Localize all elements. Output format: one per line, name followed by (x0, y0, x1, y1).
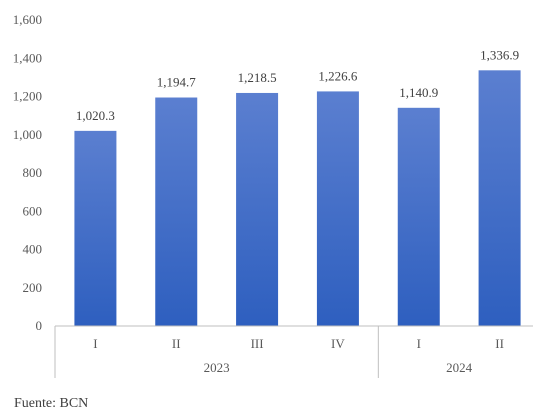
y-tick-label: 800 (23, 165, 43, 180)
data-label: 1,140.9 (399, 85, 438, 100)
bar (74, 130, 117, 326)
x-tick-label: IV (331, 336, 345, 351)
y-tick-label: 1,400 (13, 50, 42, 65)
data-label: 1,020.3 (76, 108, 115, 123)
x-tick-label: I (417, 336, 421, 351)
y-tick-label: 1,600 (13, 12, 42, 27)
bar (236, 92, 279, 326)
y-tick-label: 200 (23, 280, 43, 295)
y-tick-label: 600 (23, 203, 43, 218)
y-axis-tick-labels: 0 200 400 600 800 1,000 1,200 1,400 1,600 (13, 12, 42, 333)
bar (397, 107, 440, 326)
x-tick-label: III (251, 336, 264, 351)
y-tick-label: 0 (36, 318, 43, 333)
y-tick-label: 1,200 (13, 89, 42, 104)
y-tick-label: 400 (23, 242, 43, 257)
data-label: 1,226.6 (318, 68, 358, 83)
data-label: 1,218.5 (238, 70, 277, 85)
bar (155, 97, 198, 326)
data-label: 1,194.7 (157, 75, 197, 90)
bar-series (74, 70, 521, 326)
data-labels: 1,020.3 1,194.7 1,218.5 1,226.6 1,140.9 1,336… (76, 47, 519, 123)
source-note: Fuente: BCN (14, 396, 89, 411)
x-group-label: 2024 (446, 360, 473, 375)
bar (478, 70, 521, 326)
x-tick-label: I (93, 336, 97, 351)
y-tick-label: 1,000 (13, 127, 42, 142)
bar (316, 91, 359, 326)
data-label: 1,336.9 (480, 47, 519, 62)
x-tick-label: II (495, 336, 504, 351)
x-group-label: 2023 (204, 360, 230, 375)
x-tick-label: II (172, 336, 181, 351)
